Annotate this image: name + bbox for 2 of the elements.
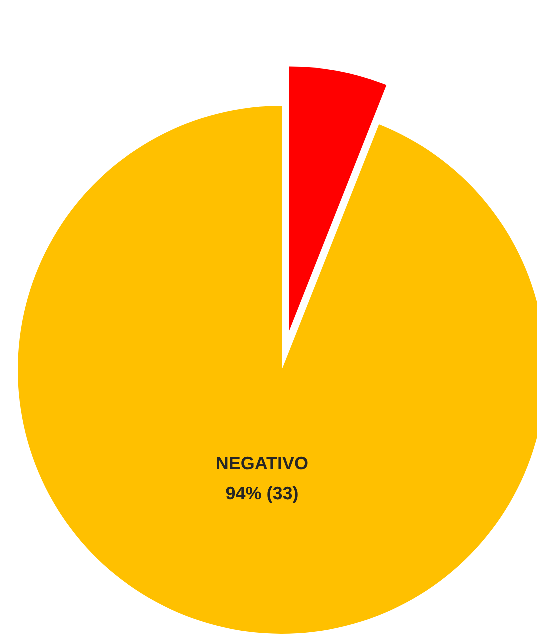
slice-label: NEGATIVO: [216, 454, 309, 474]
data-label: 94% (33): [226, 484, 299, 504]
